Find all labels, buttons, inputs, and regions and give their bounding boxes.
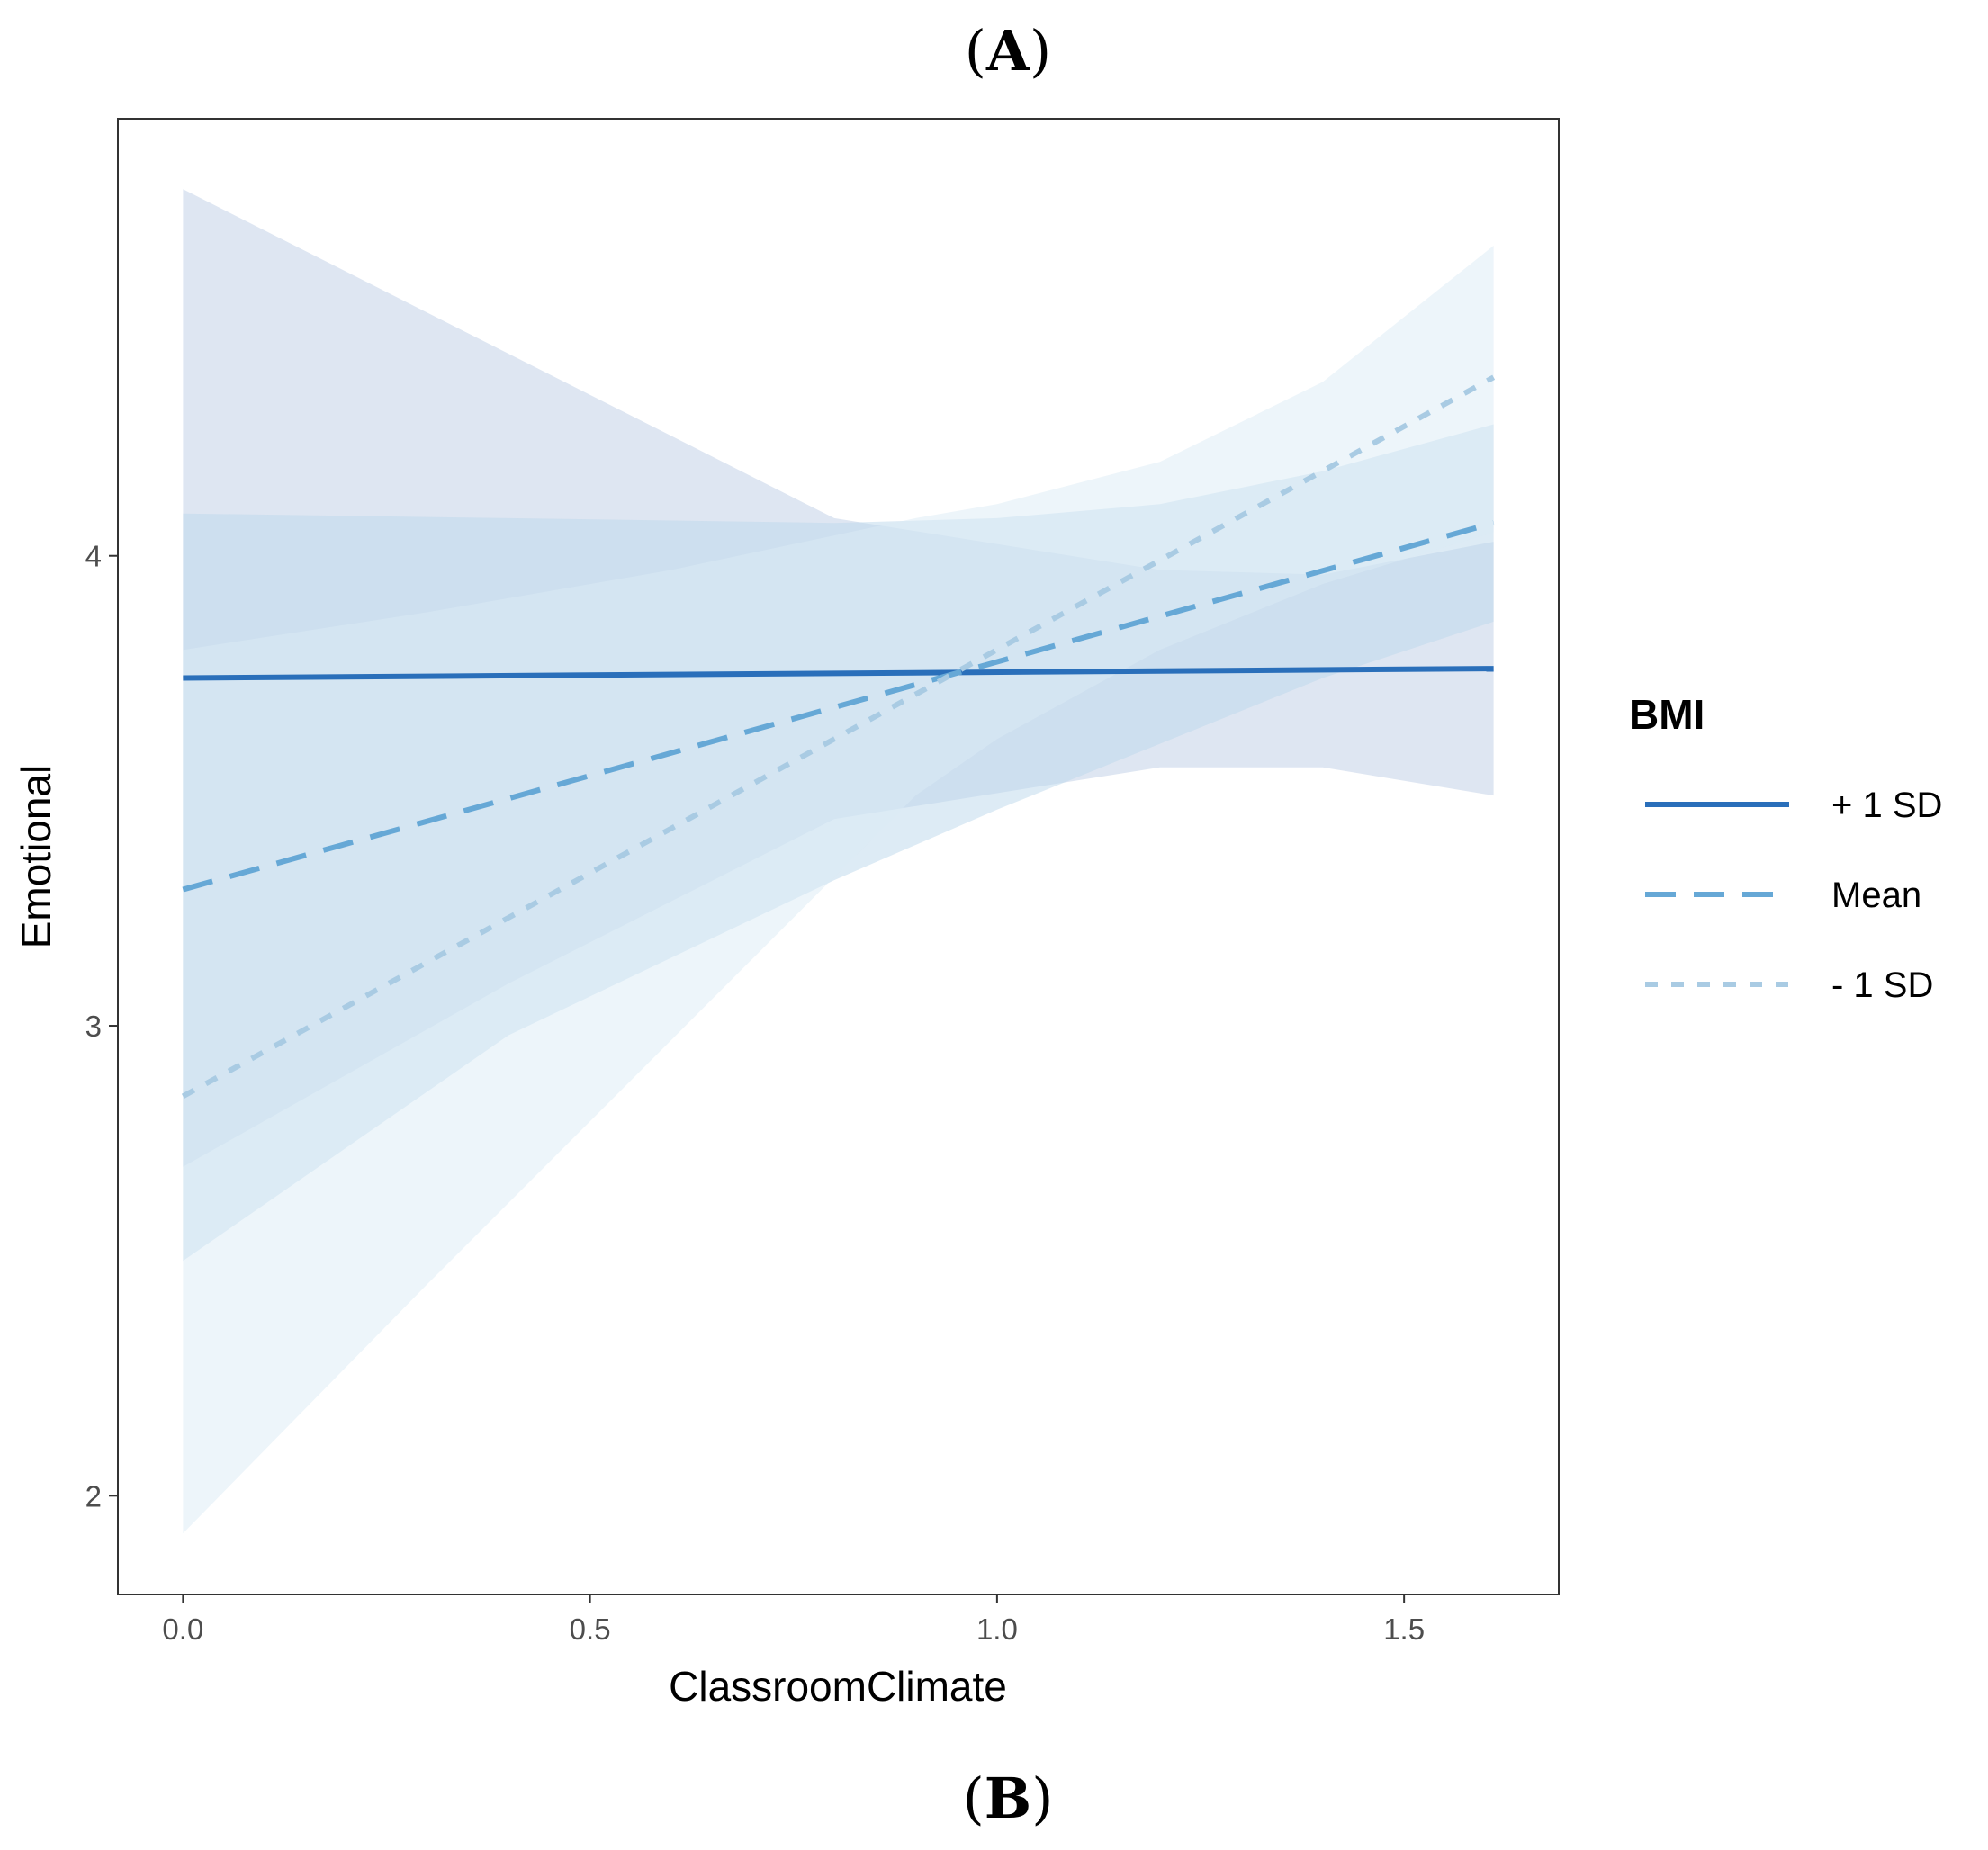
y-tick-label: 4 (85, 540, 102, 573)
y-tick-label: 3 (85, 1010, 102, 1043)
legend-label-1-sd: - 1 SD (1831, 965, 1933, 1005)
x-tick-label: 0.5 (570, 1612, 611, 1646)
y-axis-title: Emotional (13, 765, 59, 949)
y-tick-label: 2 (85, 1479, 102, 1513)
x-tick-label: 0.0 (162, 1612, 203, 1646)
legend-label-1-sd: + 1 SD (1831, 786, 1942, 825)
series-line-1-sd (183, 666, 1494, 681)
series-line-mean (182, 520, 1495, 893)
x-tick-label: 1.5 (1383, 1612, 1425, 1646)
confidence-band-1-sd (183, 246, 1494, 1534)
panel-label-bottom: (B) (963, 1765, 1054, 1831)
legend-label-mean: Mean (1831, 876, 1921, 915)
panel-label-bottom-letter: B (985, 1765, 1031, 1831)
x-axis: 0.0 0.5 1.0 1.5 (162, 1594, 1425, 1646)
legend-title: BMI (1629, 691, 1705, 738)
legend: BMI + 1 SD Mean - 1 SD (1629, 691, 1942, 1005)
series-lines (181, 374, 1496, 1099)
y-axis: 2 3 4 (85, 540, 118, 1513)
plot-panel-border (117, 118, 1560, 1595)
panel-label-top-letter: A (985, 18, 1030, 84)
x-tick-label: 1.0 (976, 1612, 1018, 1646)
panel-label-top: (A) (965, 18, 1052, 84)
x-axis-title: ClassroomClimate (669, 1663, 1007, 1710)
confidence-bands (183, 189, 1494, 1534)
